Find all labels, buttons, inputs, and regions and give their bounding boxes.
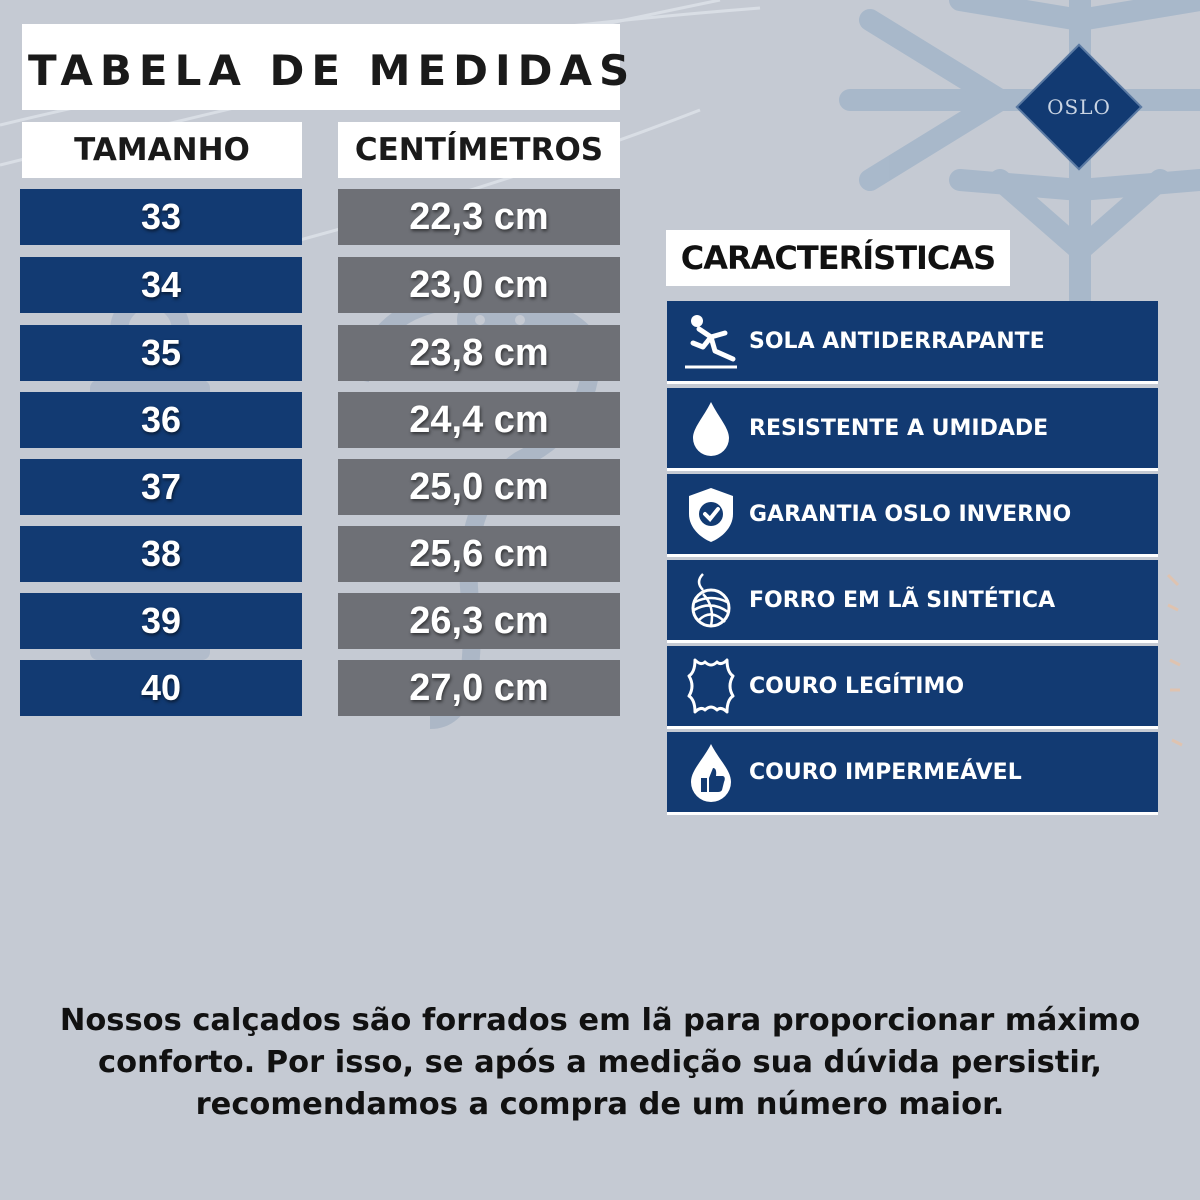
size-cell: 39 [20, 593, 302, 649]
table-title: TABELA DE MEDIDAS [28, 46, 637, 95]
oslo-logo: OSLO [1015, 43, 1143, 171]
footer-note: Nossos calçados são forrados em lã para … [20, 1000, 1180, 1126]
footer-line: conforto. Por isso, se após a medição su… [98, 1045, 1102, 1080]
centimeter-cell: 23,0 cm [338, 257, 620, 313]
leather-hide-icon [687, 658, 735, 714]
slipping-person-icon [685, 315, 737, 369]
water-drop-icon [693, 402, 729, 456]
shield-check-icon [689, 488, 733, 542]
centimeter-cell: 26,3 cm [338, 593, 620, 649]
table-title-box [22, 24, 620, 110]
size-cell: 34 [20, 257, 302, 313]
size-cell: 38 [20, 526, 302, 582]
size-cell: 40 [20, 660, 302, 716]
size-cell: 33 [20, 189, 302, 245]
footer-line: recomendamos a compra de um número maior… [195, 1087, 1005, 1122]
feature-label: SOLA ANTIDERRAPANTE [749, 328, 1045, 354]
centimeter-cell: 22,3 cm [338, 189, 620, 245]
centimeter-cell: 25,0 cm [338, 459, 620, 515]
column-header-size: TAMANHO [22, 122, 302, 178]
features-title: CARACTERÍSTICAS [666, 230, 1010, 286]
yarn-ball-icon [691, 573, 731, 628]
centimeter-cell: 24,4 cm [338, 392, 620, 448]
feature-item-guarantee: GARANTIA OSLO INVERNO [667, 474, 1158, 554]
feature-label: FORRO EM LÃ SINTÉTICA [749, 587, 1056, 613]
footer-line: Nossos calçados são forrados em lã para … [59, 1003, 1141, 1038]
size-cell: 36 [20, 392, 302, 448]
size-cell: 35 [20, 325, 302, 381]
feature-item-non-slip: SOLA ANTIDERRAPANTE [667, 301, 1158, 381]
feature-label: GARANTIA OSLO INVERNO [749, 501, 1072, 527]
centimeter-cell: 25,6 cm [338, 526, 620, 582]
centimeter-cell: 27,0 cm [338, 660, 620, 716]
feature-item-waterproof: COURO IMPERMEÁVEL [667, 732, 1158, 812]
logo-text: OSLO [1047, 95, 1111, 119]
feature-item-leather: COURO LEGÍTIMO [667, 646, 1158, 726]
feature-item-moisture: RESISTENTE A UMIDADE [667, 388, 1158, 468]
feature-label: COURO IMPERMEÁVEL [749, 759, 1022, 785]
feature-item-lining: FORRO EM LÃ SINTÉTICA [667, 560, 1158, 640]
size-cell: 37 [20, 459, 302, 515]
column-header-centimeters: CENTÍMETROS [338, 122, 620, 178]
feature-label: COURO LEGÍTIMO [749, 673, 965, 699]
centimeter-cell: 23,8 cm [338, 325, 620, 381]
feature-label: RESISTENTE A UMIDADE [749, 415, 1049, 441]
drop-thumbs-up-icon [691, 744, 731, 802]
